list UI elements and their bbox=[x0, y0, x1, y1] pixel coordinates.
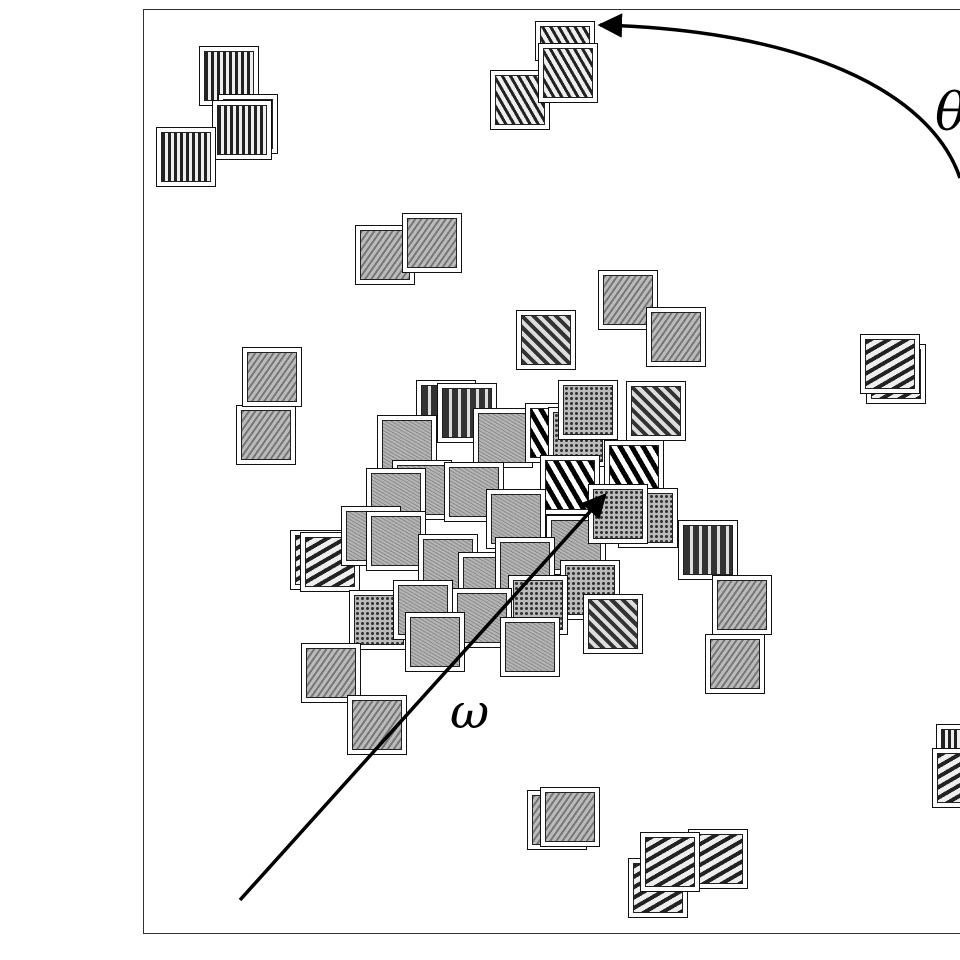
texture-tile bbox=[538, 43, 598, 103]
texture-tile bbox=[516, 310, 576, 370]
texture-tile bbox=[626, 381, 686, 441]
texture-tile bbox=[500, 617, 560, 677]
texture-tile bbox=[473, 408, 533, 468]
texture-tile bbox=[558, 380, 618, 440]
texture-tile bbox=[212, 100, 272, 160]
texture-tile bbox=[347, 695, 407, 755]
texture-tile bbox=[646, 307, 706, 367]
texture-tile bbox=[236, 405, 296, 465]
texture-tile bbox=[678, 520, 738, 580]
texture-tile bbox=[583, 594, 643, 654]
texture-tile bbox=[366, 511, 426, 571]
texture-tile bbox=[860, 334, 920, 394]
texture-tile bbox=[156, 127, 216, 187]
texture-tile bbox=[402, 213, 462, 273]
texture-tile bbox=[405, 612, 465, 672]
texture-tile bbox=[588, 484, 648, 544]
texture-tile bbox=[705, 634, 765, 694]
texture-tile bbox=[688, 829, 748, 889]
texture-tile bbox=[242, 347, 302, 407]
texture-tile bbox=[640, 832, 700, 892]
texture-tile bbox=[540, 787, 600, 847]
texture-tile bbox=[712, 575, 772, 635]
texture-tile bbox=[932, 748, 960, 808]
texture-tile bbox=[199, 46, 259, 106]
texture-tile bbox=[301, 643, 361, 703]
